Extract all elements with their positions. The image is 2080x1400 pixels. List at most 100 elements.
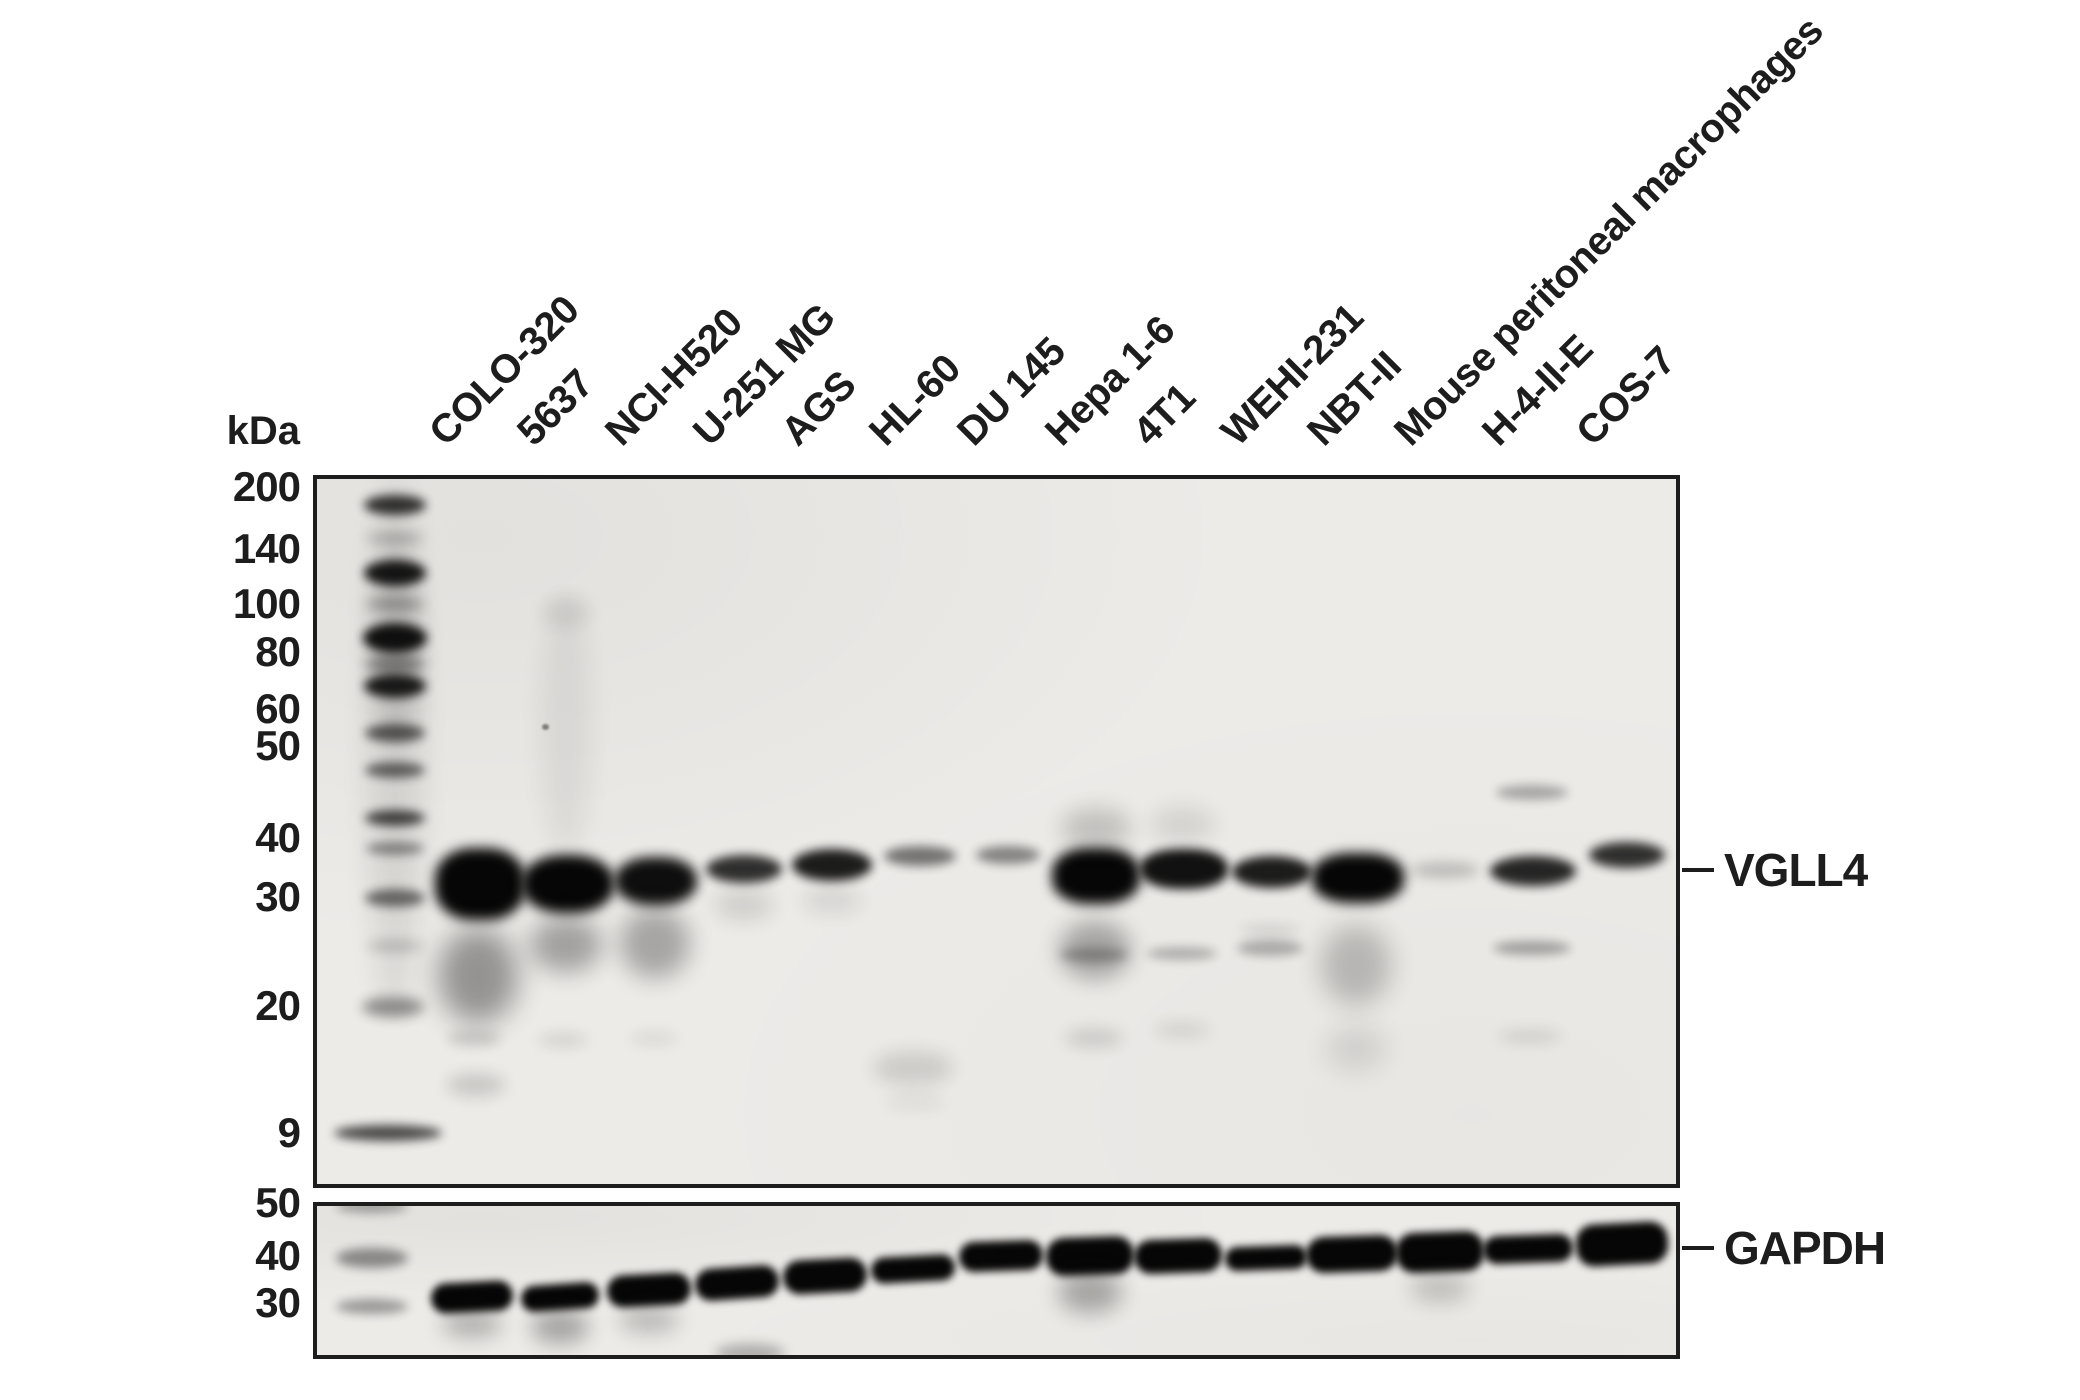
blot-band — [540, 595, 592, 855]
vgll4-blot-panel — [313, 475, 1680, 1188]
blot-band — [336, 1248, 408, 1268]
blot-band — [542, 597, 590, 627]
blot-band — [706, 855, 782, 883]
blot-band — [1574, 1220, 1670, 1268]
blot-band — [336, 1206, 408, 1213]
mw-marker-30: 30 — [255, 873, 301, 920]
blot-band — [1232, 856, 1312, 888]
blot-band — [362, 997, 424, 1017]
blot-band — [1147, 946, 1217, 960]
blot-band — [1154, 1023, 1210, 1037]
blot-band — [1133, 1237, 1223, 1275]
blot-band — [1496, 784, 1568, 800]
mw-marker-30: 30 — [255, 1279, 301, 1326]
blot-band — [538, 1033, 588, 1047]
blot-band — [334, 1125, 442, 1141]
blot-band — [1312, 853, 1404, 903]
blot-band — [1140, 849, 1228, 889]
blot-band — [1589, 842, 1665, 868]
mw-marker-40: 40 — [255, 814, 301, 861]
blot-band — [365, 762, 425, 778]
blot-band — [715, 1344, 785, 1355]
blot-band — [1395, 1230, 1485, 1274]
gapdh-tick-line — [1682, 1246, 1714, 1250]
blot-band — [619, 1307, 679, 1333]
blot-band — [367, 940, 423, 952]
blot-band — [366, 597, 424, 611]
blot-band — [606, 1271, 692, 1309]
mw-marker-40: 40 — [255, 1232, 301, 1279]
blot-band — [366, 532, 424, 544]
blot-band — [782, 1256, 868, 1296]
vgll4-target-label: VGLL4 — [1724, 844, 1868, 896]
blot-band — [873, 1051, 953, 1085]
blot-band — [1061, 808, 1131, 848]
blot-band — [1058, 1271, 1122, 1313]
blot-band — [365, 810, 425, 826]
blot-band — [365, 889, 425, 907]
lane-label-hl-60: HL-60 — [861, 346, 969, 455]
blot-band — [336, 1298, 408, 1314]
blot-band — [1482, 1233, 1574, 1265]
mw-marker-140: 140 — [232, 525, 301, 572]
blot-band — [365, 656, 425, 672]
lane-label-4t1: 4T1 — [1125, 375, 1204, 455]
blot-band — [364, 674, 426, 698]
blot-band — [531, 1310, 589, 1344]
blot-band — [870, 1253, 956, 1285]
blot-band — [1493, 941, 1571, 955]
blot-band — [364, 495, 426, 515]
blot-band — [365, 724, 425, 742]
blot-band — [1321, 925, 1391, 1005]
blot-band — [1490, 856, 1576, 886]
blot-band — [447, 1030, 501, 1046]
blot-band — [366, 841, 424, 855]
blot-band — [438, 927, 518, 1023]
mw-marker-200: 200 — [232, 463, 301, 510]
blot-band — [958, 1239, 1044, 1273]
gapdh-blot-panel — [313, 1202, 1680, 1359]
blot-band — [1410, 1273, 1470, 1303]
blot-band — [802, 887, 862, 913]
blot-band — [1240, 925, 1300, 935]
blot-band — [541, 724, 549, 730]
blot-band — [615, 857, 697, 905]
mw-marker-100: 100 — [232, 580, 301, 627]
blot-band — [520, 1281, 600, 1313]
blot-band — [976, 846, 1040, 864]
blot-band — [885, 1096, 945, 1108]
blot-band — [1224, 1244, 1308, 1272]
mw-marker-9: 9 — [277, 1109, 301, 1156]
blot-band — [620, 908, 690, 978]
mw-marker-60: 60 — [255, 685, 301, 732]
blot-band — [435, 848, 525, 920]
blot-band — [1498, 1029, 1562, 1043]
mw-marker-50: 50 — [255, 1179, 301, 1226]
blot-band — [1065, 1029, 1123, 1047]
blot-band — [1411, 862, 1479, 878]
vgll4-tick-line — [1682, 868, 1714, 872]
blot-band — [430, 1279, 514, 1315]
blot-band — [693, 1264, 781, 1302]
mw-marker-20: 20 — [255, 982, 301, 1029]
blot-band — [447, 1074, 505, 1096]
blot-band — [884, 846, 956, 866]
kda-unit-label: kDa — [226, 409, 300, 453]
blot-band — [530, 916, 602, 972]
blot-band — [522, 855, 614, 913]
blot-band — [442, 1310, 502, 1338]
blot-band — [714, 890, 774, 920]
blot-band — [1237, 940, 1303, 956]
blot-band — [630, 1031, 678, 1045]
blot-band — [1059, 921, 1131, 979]
blot-band — [1151, 806, 1215, 842]
blot-band — [1326, 1025, 1386, 1071]
mw-marker-80: 80 — [255, 628, 301, 675]
mw-marker-50: 50 — [255, 722, 301, 769]
blot-band — [363, 623, 427, 653]
blot-band — [1305, 1234, 1399, 1274]
gapdh-target-label: GAPDH — [1724, 1222, 1886, 1274]
blot-band — [364, 560, 426, 586]
blot-band — [1052, 848, 1140, 904]
